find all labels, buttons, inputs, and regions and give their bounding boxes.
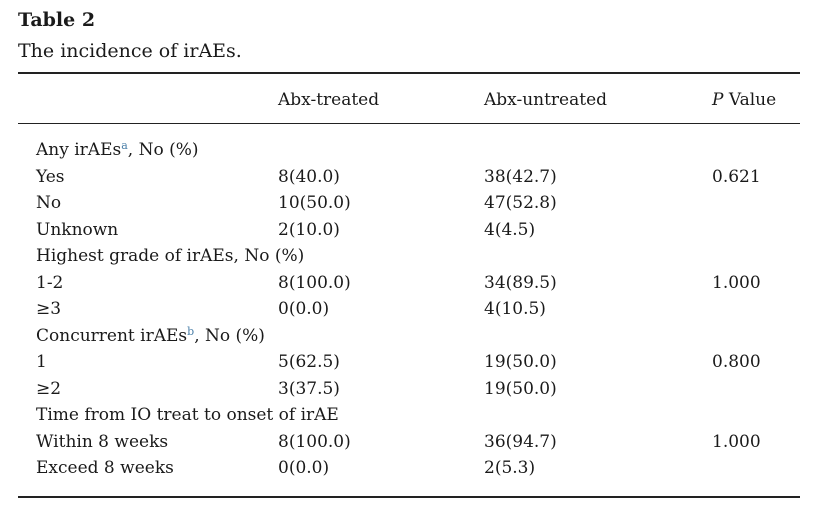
data-cell: 1.000 <box>712 272 761 293</box>
header-cell: Abx-untreated <box>484 90 608 110</box>
data-cell: 2(5.3) <box>484 458 536 478</box>
top-rule <box>18 72 800 74</box>
data-cell: 34(89.5) <box>484 272 557 293</box>
data-cell: 0(0.0) <box>278 299 330 319</box>
data-cell: 19(50.0) <box>484 352 557 372</box>
data-cell: 4(10.5) <box>484 299 546 319</box>
row-label: No <box>36 193 62 213</box>
data-cell: 2(10.0) <box>278 219 340 240</box>
data-cell: 36(94.7) <box>484 431 557 452</box>
data-cell: 8(100.0) <box>278 272 351 293</box>
footnote-mark: a <box>121 139 128 152</box>
header-rule <box>18 123 800 124</box>
heading-suffix: , No (%) <box>127 140 199 160</box>
heading-label: Highest grade of irAEs, No (%) <box>36 246 305 266</box>
heading-suffix: , No (%) <box>194 325 265 346</box>
table-title: Table 2 <box>18 9 96 31</box>
header-italic: P <box>712 90 724 110</box>
table-subtitle: The incidence of irAEs. <box>18 40 242 62</box>
data-cell: 38(42.7) <box>484 166 557 187</box>
data-cell: 10(50.0) <box>278 193 351 213</box>
footnote-mark: b <box>187 324 195 338</box>
data-cell: 8(40.0) <box>278 166 340 187</box>
section-heading: Time from IO treat to onset of irAE <box>36 405 339 425</box>
section-heading: Concurrent irAEsb, No (%) <box>36 326 265 346</box>
header-cell: Abx-treated <box>278 90 380 110</box>
data-cell: 19(50.0) <box>484 378 557 399</box>
data-cell: 47(52.8) <box>484 193 557 213</box>
row-label: Unknown <box>36 219 119 240</box>
section-heading: Any irAEsa, No (%) <box>36 140 199 160</box>
header-text: Value <box>728 90 777 110</box>
row-label: 1 <box>36 352 47 372</box>
data-cell: 1.000 <box>712 431 761 452</box>
data-cell: 8(100.0) <box>278 431 351 452</box>
row-label: Yes <box>36 166 65 187</box>
row-label: ≥2 <box>36 378 62 399</box>
heading-label: Any irAEs <box>36 140 122 160</box>
data-cell: 0.621 <box>712 166 761 187</box>
data-cell: 0(0.0) <box>278 458 330 478</box>
heading-label: Time from IO treat to onset of irAE <box>36 405 339 425</box>
row-label: ≥3 <box>36 299 62 319</box>
data-cell: 0.800 <box>712 352 761 372</box>
bottom-rule <box>18 496 800 498</box>
row-label: Within 8 weeks <box>36 431 169 452</box>
row-label: 1-2 <box>36 272 64 293</box>
data-cell: 3(37.5) <box>278 378 340 399</box>
heading-label: Concurrent irAEs <box>36 325 188 346</box>
row-label: Exceed 8 weeks <box>36 458 174 478</box>
data-cell: 5(62.5) <box>278 352 340 372</box>
section-heading: Highest grade of irAEs, No (%) <box>36 246 304 266</box>
data-cell: 4(4.5) <box>484 219 536 240</box>
header-cell: P Value <box>712 90 776 110</box>
